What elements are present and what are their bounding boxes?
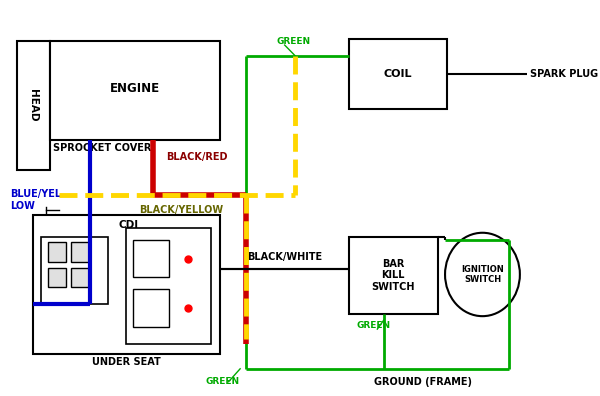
- Bar: [349, 237, 438, 314]
- Text: UNDER SEAT: UNDER SEAT: [92, 357, 160, 367]
- Text: BLACK/RED: BLACK/RED: [166, 152, 227, 162]
- Text: IGNITION
SWITCH: IGNITION SWITCH: [461, 265, 504, 284]
- Text: BLUE/YEL
LOW: BLUE/YEL LOW: [10, 189, 61, 211]
- Text: HEAD: HEAD: [28, 89, 38, 122]
- Text: CDI: CDI: [119, 220, 139, 230]
- Bar: [48, 242, 65, 261]
- Bar: [133, 240, 169, 278]
- Bar: [126, 228, 211, 344]
- Bar: [133, 289, 169, 327]
- Bar: [71, 268, 89, 287]
- Text: GROUND (FRAME): GROUND (FRAME): [374, 377, 472, 387]
- Text: GREEN: GREEN: [205, 377, 239, 386]
- Text: SPARK PLUG: SPARK PLUG: [530, 69, 598, 79]
- Text: ENGINE: ENGINE: [110, 82, 160, 95]
- Text: SPROCKET COVER: SPROCKET COVER: [53, 143, 151, 153]
- Bar: [349, 39, 447, 109]
- Bar: [32, 215, 220, 354]
- Bar: [71, 242, 89, 261]
- Text: GREEN: GREEN: [357, 321, 391, 330]
- Text: BLACK/WHITE: BLACK/WHITE: [247, 251, 322, 261]
- Text: COIL: COIL: [383, 69, 412, 79]
- Text: BAR
KILL
SWITCH: BAR KILL SWITCH: [371, 259, 415, 292]
- Text: BLACK/YELLOW: BLACK/YELLOW: [139, 205, 224, 215]
- Bar: [41, 237, 108, 304]
- Circle shape: [445, 233, 520, 316]
- Bar: [48, 268, 65, 287]
- Bar: [50, 41, 220, 141]
- Text: GREEN: GREEN: [277, 36, 311, 46]
- Bar: [17, 41, 50, 170]
